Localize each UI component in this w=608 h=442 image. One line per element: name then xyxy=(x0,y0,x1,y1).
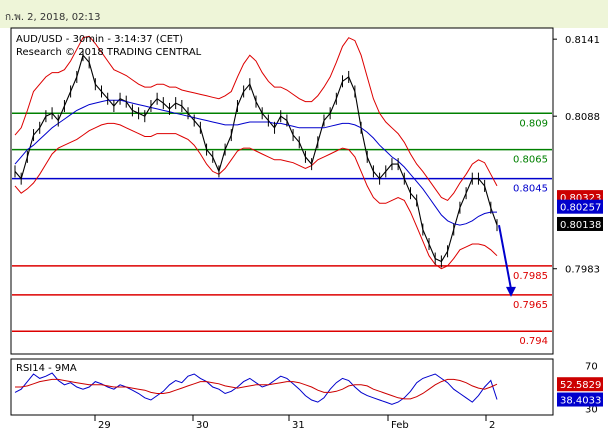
price-tag-label: 0.80138 xyxy=(560,220,601,231)
rsi-line-rsi xyxy=(14,372,498,405)
level-label: 0.809 xyxy=(519,118,548,129)
price-tag-label: 0.80323 xyxy=(560,193,601,204)
rsi-pane xyxy=(10,358,554,416)
top-bar: ก.พ. 2, 2018, 02:13 xyxy=(0,0,608,28)
series-line-lower-band xyxy=(14,122,498,270)
rsi-axis: 70 30 52.5829 38.4033 xyxy=(557,361,603,416)
y-tick-label: 0.8141 xyxy=(565,35,600,46)
rsi-tag-box xyxy=(557,392,603,407)
level-label: 0.8045 xyxy=(513,184,548,195)
x-tick-label: 2 xyxy=(489,420,495,431)
y-axis: 0.8141 0.8088 0.7983 xyxy=(553,35,600,276)
rsi-tick-label: 70 xyxy=(585,361,598,372)
level-label: 0.7965 xyxy=(513,300,548,311)
level-label: 0.794 xyxy=(519,336,548,347)
x-tick-label: 29 xyxy=(98,420,111,431)
series-line-moving-average xyxy=(14,99,497,226)
rsi-line-9MA xyxy=(15,378,498,400)
forecast-arrow xyxy=(498,224,512,290)
x-axis: 29 30 31 Feb 2 xyxy=(94,415,495,431)
rsi-tag-label: 52.5829 xyxy=(560,380,601,391)
price-series-group xyxy=(14,35,516,297)
rsi-tag-box xyxy=(557,377,603,392)
price-tag-box xyxy=(557,216,603,231)
level-label: 0.8065 xyxy=(513,155,548,166)
level-label: 0.7985 xyxy=(513,271,548,282)
rsi-series-group xyxy=(14,372,498,405)
chart-subtitle: Research © 2018 TRADING CENTRAL xyxy=(16,47,202,58)
support-resistance-levels: 0.809 0.8065 0.8045 0.7985 0.7965 0.794 xyxy=(12,112,552,347)
price-pane xyxy=(10,27,554,355)
x-tick-label: 30 xyxy=(196,420,209,431)
chart-title: AUD/USD - 30min - 3:14:37 (CET) xyxy=(16,34,183,45)
price-tag-label: 0.80257 xyxy=(560,203,601,214)
rsi-title: RSI14 - 9MA xyxy=(16,363,77,374)
forecast-arrowhead xyxy=(506,286,516,297)
x-tick-label: Feb xyxy=(391,420,409,431)
price-tag-box xyxy=(557,199,603,214)
timestamp: ก.พ. 2, 2018, 02:13 xyxy=(5,12,101,23)
y-tick-label: 0.8088 xyxy=(565,112,600,123)
y-tick-label: 0.7983 xyxy=(565,265,600,276)
series-line-upper-band xyxy=(14,35,498,202)
x-tick-label: 31 xyxy=(292,420,305,431)
rsi-tag-label: 38.4033 xyxy=(560,396,601,407)
rsi-tick-label: 30 xyxy=(585,405,598,416)
